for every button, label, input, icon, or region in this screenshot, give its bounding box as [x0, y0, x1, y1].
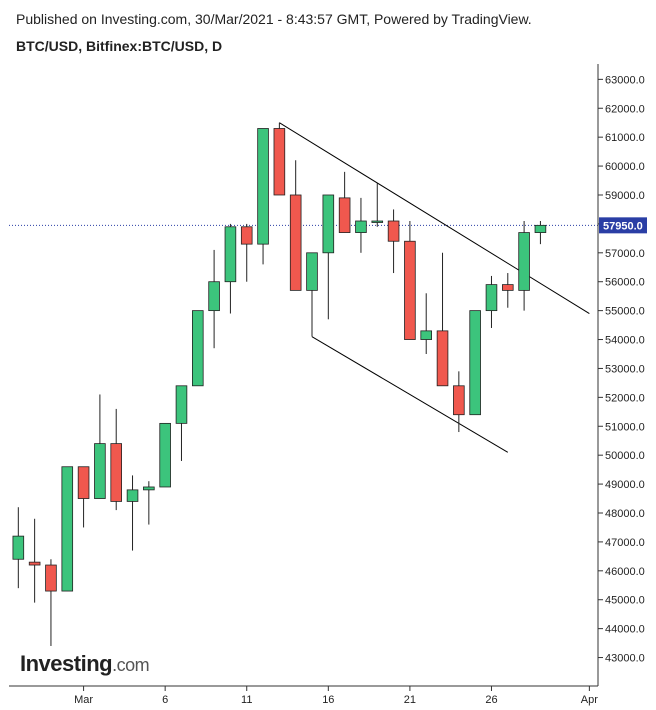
candle-body — [518, 232, 530, 291]
x-tick-label: 21 — [404, 694, 416, 706]
candle-body — [436, 330, 449, 387]
candle-body — [485, 284, 498, 312]
x-tick-label: Mar — [74, 694, 93, 706]
candle-body — [77, 466, 90, 499]
candle-body — [224, 226, 237, 283]
y-tick-label: 50000.0 — [605, 450, 645, 462]
logo-suffix: .com — [112, 655, 150, 675]
y-tick-label: 49000.0 — [605, 479, 645, 491]
y-tick-label: 63000.0 — [605, 74, 645, 86]
investing-logo: Investing.com — [20, 651, 150, 677]
y-tick-label: 62000.0 — [605, 103, 645, 115]
y-tick-label: 45000.0 — [605, 595, 645, 607]
candle-body — [273, 128, 286, 196]
y-tick-label: 51000.0 — [605, 421, 645, 433]
candle-body — [338, 197, 351, 233]
candle-body — [28, 561, 41, 566]
candle-body — [257, 128, 269, 245]
last-price-badge — [599, 217, 647, 234]
y-tick-label: 54000.0 — [605, 335, 645, 347]
x-tick-label: 6 — [162, 694, 168, 706]
candle-body — [404, 240, 416, 340]
y-tick-label: 56000.0 — [605, 277, 645, 289]
x-tick-label: 26 — [485, 694, 497, 706]
trendline — [279, 122, 590, 314]
candle-body — [371, 220, 384, 223]
candle-body — [61, 466, 74, 592]
trendline — [311, 336, 509, 453]
last-price-label: 57950.0 — [603, 220, 643, 232]
y-tick-label: 55000.0 — [605, 306, 645, 318]
candle-body — [534, 224, 547, 233]
y-tick-label: 61000.0 — [605, 132, 645, 144]
candle-body — [306, 252, 318, 291]
y-tick-label: 43000.0 — [605, 653, 645, 665]
candle-body — [143, 486, 155, 491]
candle-body — [502, 284, 514, 291]
candle-body — [208, 281, 220, 312]
candle-body — [175, 385, 188, 424]
y-tick-label: 47000.0 — [605, 537, 645, 549]
published-caption: Published on Investing.com, 30/Mar/2021 … — [16, 11, 532, 27]
candle-body — [453, 385, 465, 416]
y-tick-label: 44000.0 — [605, 624, 645, 636]
candle-body — [159, 422, 171, 488]
symbol-title: BTC/USD, Bitfinex:BTC/USD, D — [16, 38, 223, 54]
x-tick-label: Apr — [581, 694, 598, 706]
candle-body — [322, 194, 335, 254]
candle-body — [387, 220, 400, 242]
candle-body — [94, 443, 106, 499]
candle-body — [420, 330, 432, 340]
candle-body — [355, 220, 367, 233]
candle-body — [192, 310, 204, 387]
candle-body — [126, 489, 139, 502]
y-tick-label: 60000.0 — [605, 161, 645, 173]
candle-body — [12, 535, 25, 560]
candle-body — [240, 226, 253, 245]
y-tick-label: 57000.0 — [605, 248, 645, 260]
candle-body — [289, 194, 302, 291]
candle-body — [469, 310, 481, 416]
y-tick-label: 52000.0 — [605, 392, 645, 404]
candle-body — [45, 564, 57, 592]
y-tick-label: 59000.0 — [605, 190, 645, 202]
y-tick-label: 53000.0 — [605, 363, 645, 375]
x-tick-label: 16 — [322, 694, 334, 706]
y-tick-label: 48000.0 — [605, 508, 645, 520]
candle-body — [110, 443, 122, 502]
x-tick-label: 11 — [241, 694, 252, 706]
y-tick-label: 46000.0 — [605, 566, 645, 578]
logo-main: Investing — [20, 651, 113, 676]
